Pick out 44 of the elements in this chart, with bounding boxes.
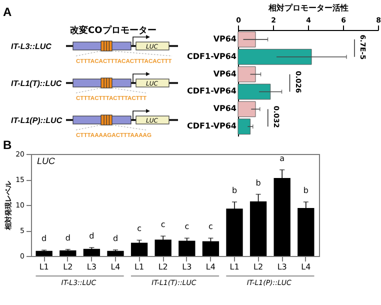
data-label: b (256, 178, 261, 188)
y-tick-label: CDF1-VP64 (187, 86, 237, 96)
data-label: c (208, 222, 213, 232)
x-tick-label: L3 (277, 262, 287, 272)
data-label: d (89, 232, 94, 241)
x-axis-title: 相対プロモーター活性 (268, 2, 348, 12)
y-tick-label: VP64 (213, 69, 237, 78)
chart-title: LUC (37, 156, 56, 166)
y-tick-label: VP64 (213, 34, 237, 44)
y-tick-label: CDF1-VP64 (187, 52, 237, 61)
text: 改変COプロモーター (70, 25, 156, 36)
bar (154, 240, 172, 256)
x-tick-label: L2 (254, 262, 264, 272)
x-tick-label: L3 (182, 262, 192, 272)
category-label: IT-L1(T)::LUC (11, 79, 62, 88)
x-tick-label: L1 (230, 262, 240, 272)
data-label: d (42, 234, 47, 244)
category-label: IT-L1(P)::LUC (11, 116, 62, 125)
x-tick-label: L1 (134, 262, 144, 272)
data-label: c (137, 224, 142, 234)
bar (83, 248, 100, 256)
bar (60, 250, 76, 256)
text: A (3, 5, 12, 19)
bar (107, 250, 124, 256)
data-label: c (184, 222, 190, 232)
data-label: d (65, 233, 70, 242)
y-tick-label: VP64 (213, 104, 237, 114)
y-tick-label: CDF1-VP64 (187, 122, 237, 131)
x-tick-label: L3 (86, 262, 96, 272)
data-label: d (112, 234, 118, 243)
data-label: a (280, 154, 285, 163)
data-label: b (303, 186, 308, 195)
bar (36, 250, 52, 256)
data-label: b (232, 186, 238, 195)
x-tick-label: L1 (39, 262, 49, 272)
x-tick-label: L2 (63, 262, 73, 272)
x-tick-label: L4 (206, 262, 216, 272)
data-label: c (160, 220, 166, 230)
text: B (3, 138, 12, 152)
bar (202, 241, 220, 256)
x-tick-label: L4 (301, 262, 311, 272)
x-tick-label: L4 (110, 262, 120, 272)
category-label: IT-L3::LUC (11, 42, 52, 51)
x-tick-label: L2 (158, 262, 168, 272)
